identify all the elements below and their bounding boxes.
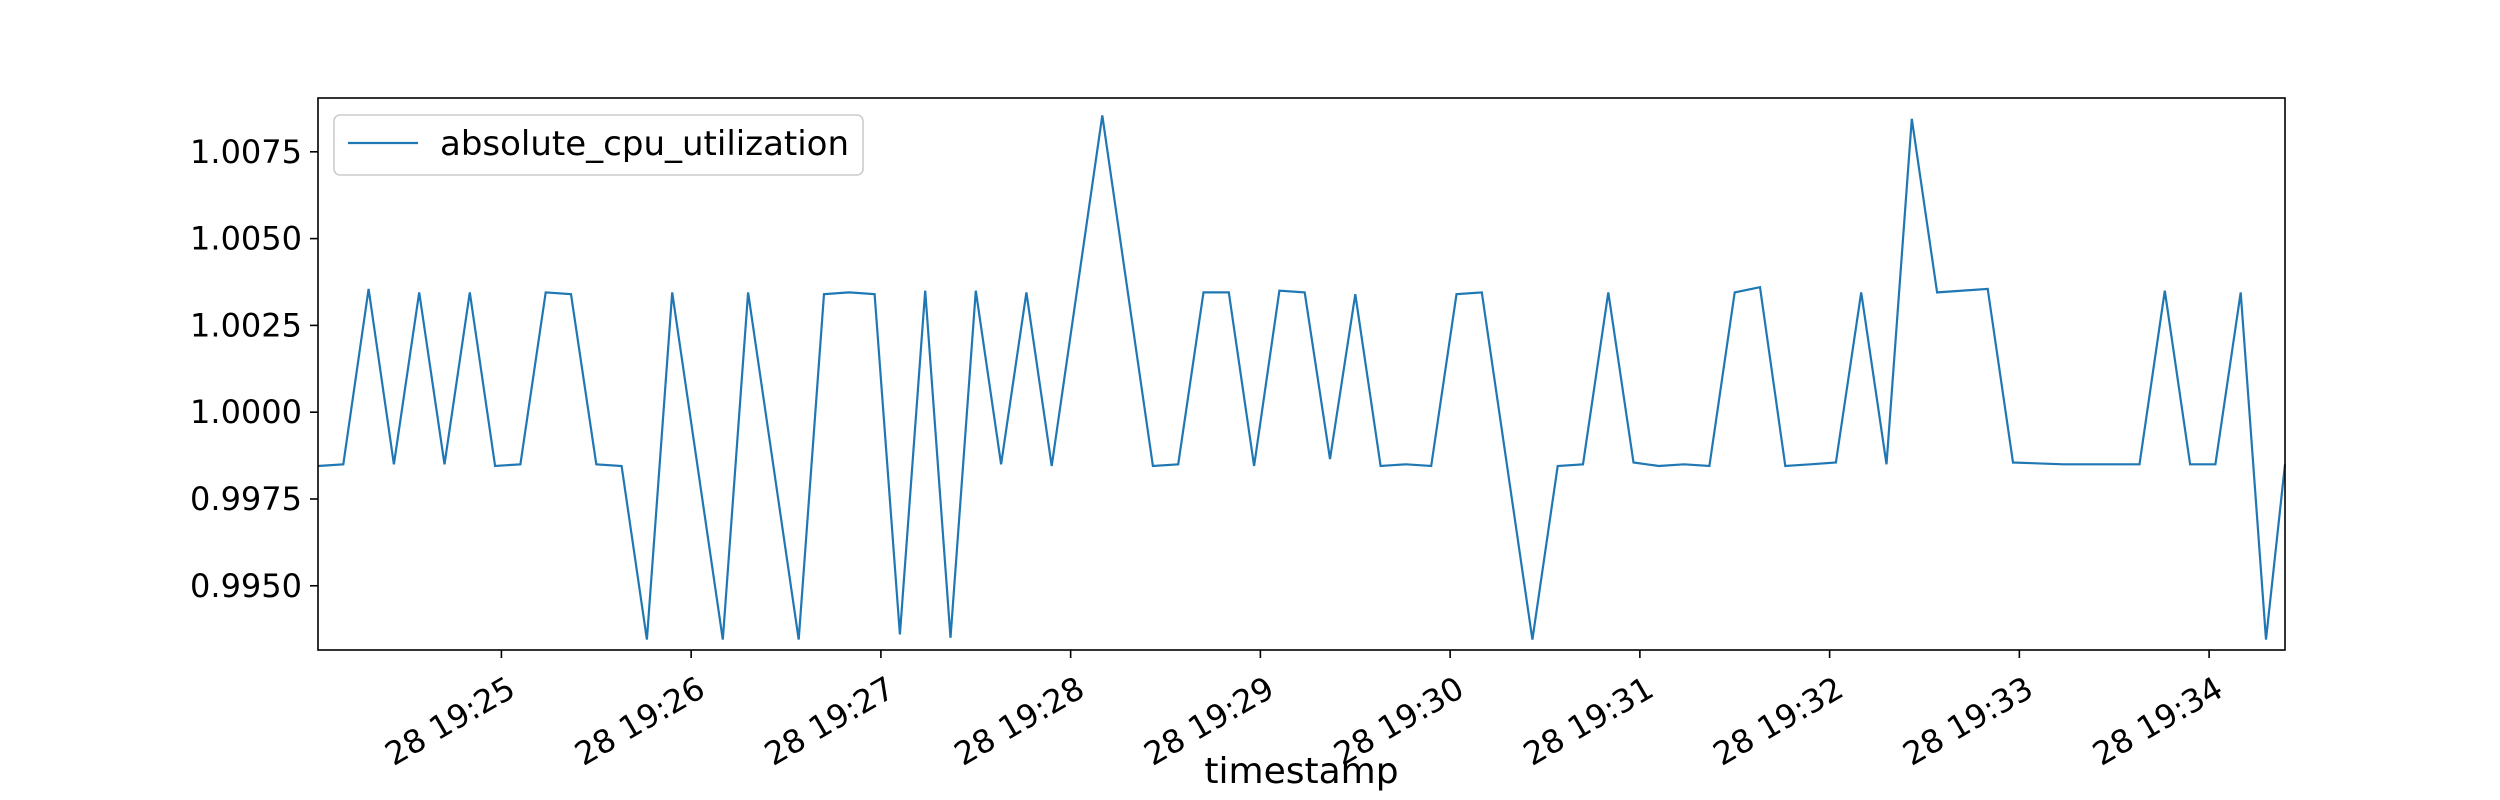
legend: absolute_cpu_utilization: [333, 114, 864, 176]
y-tick-label: 1.0025: [190, 306, 302, 344]
series-line: [317, 115, 2287, 640]
y-tick-label: 0.9950: [190, 567, 302, 605]
y-tick-label: 0.9975: [190, 480, 302, 518]
legend-box: [333, 114, 864, 176]
legend-label: absolute_cpu_utilization: [440, 124, 849, 164]
x-axis-label: timestamp: [1204, 751, 1398, 792]
series-layer: [317, 115, 2287, 640]
y-tick-label: 1.0075: [190, 133, 302, 171]
axes-frame: [317, 97, 2286, 651]
y-tick-label: 1.0050: [190, 220, 302, 258]
y-tick-label: 1.0000: [190, 393, 302, 431]
y-axis: 0.9950 0.9975 1.0000 1.0025 1.0050 1.0075: [190, 133, 318, 605]
